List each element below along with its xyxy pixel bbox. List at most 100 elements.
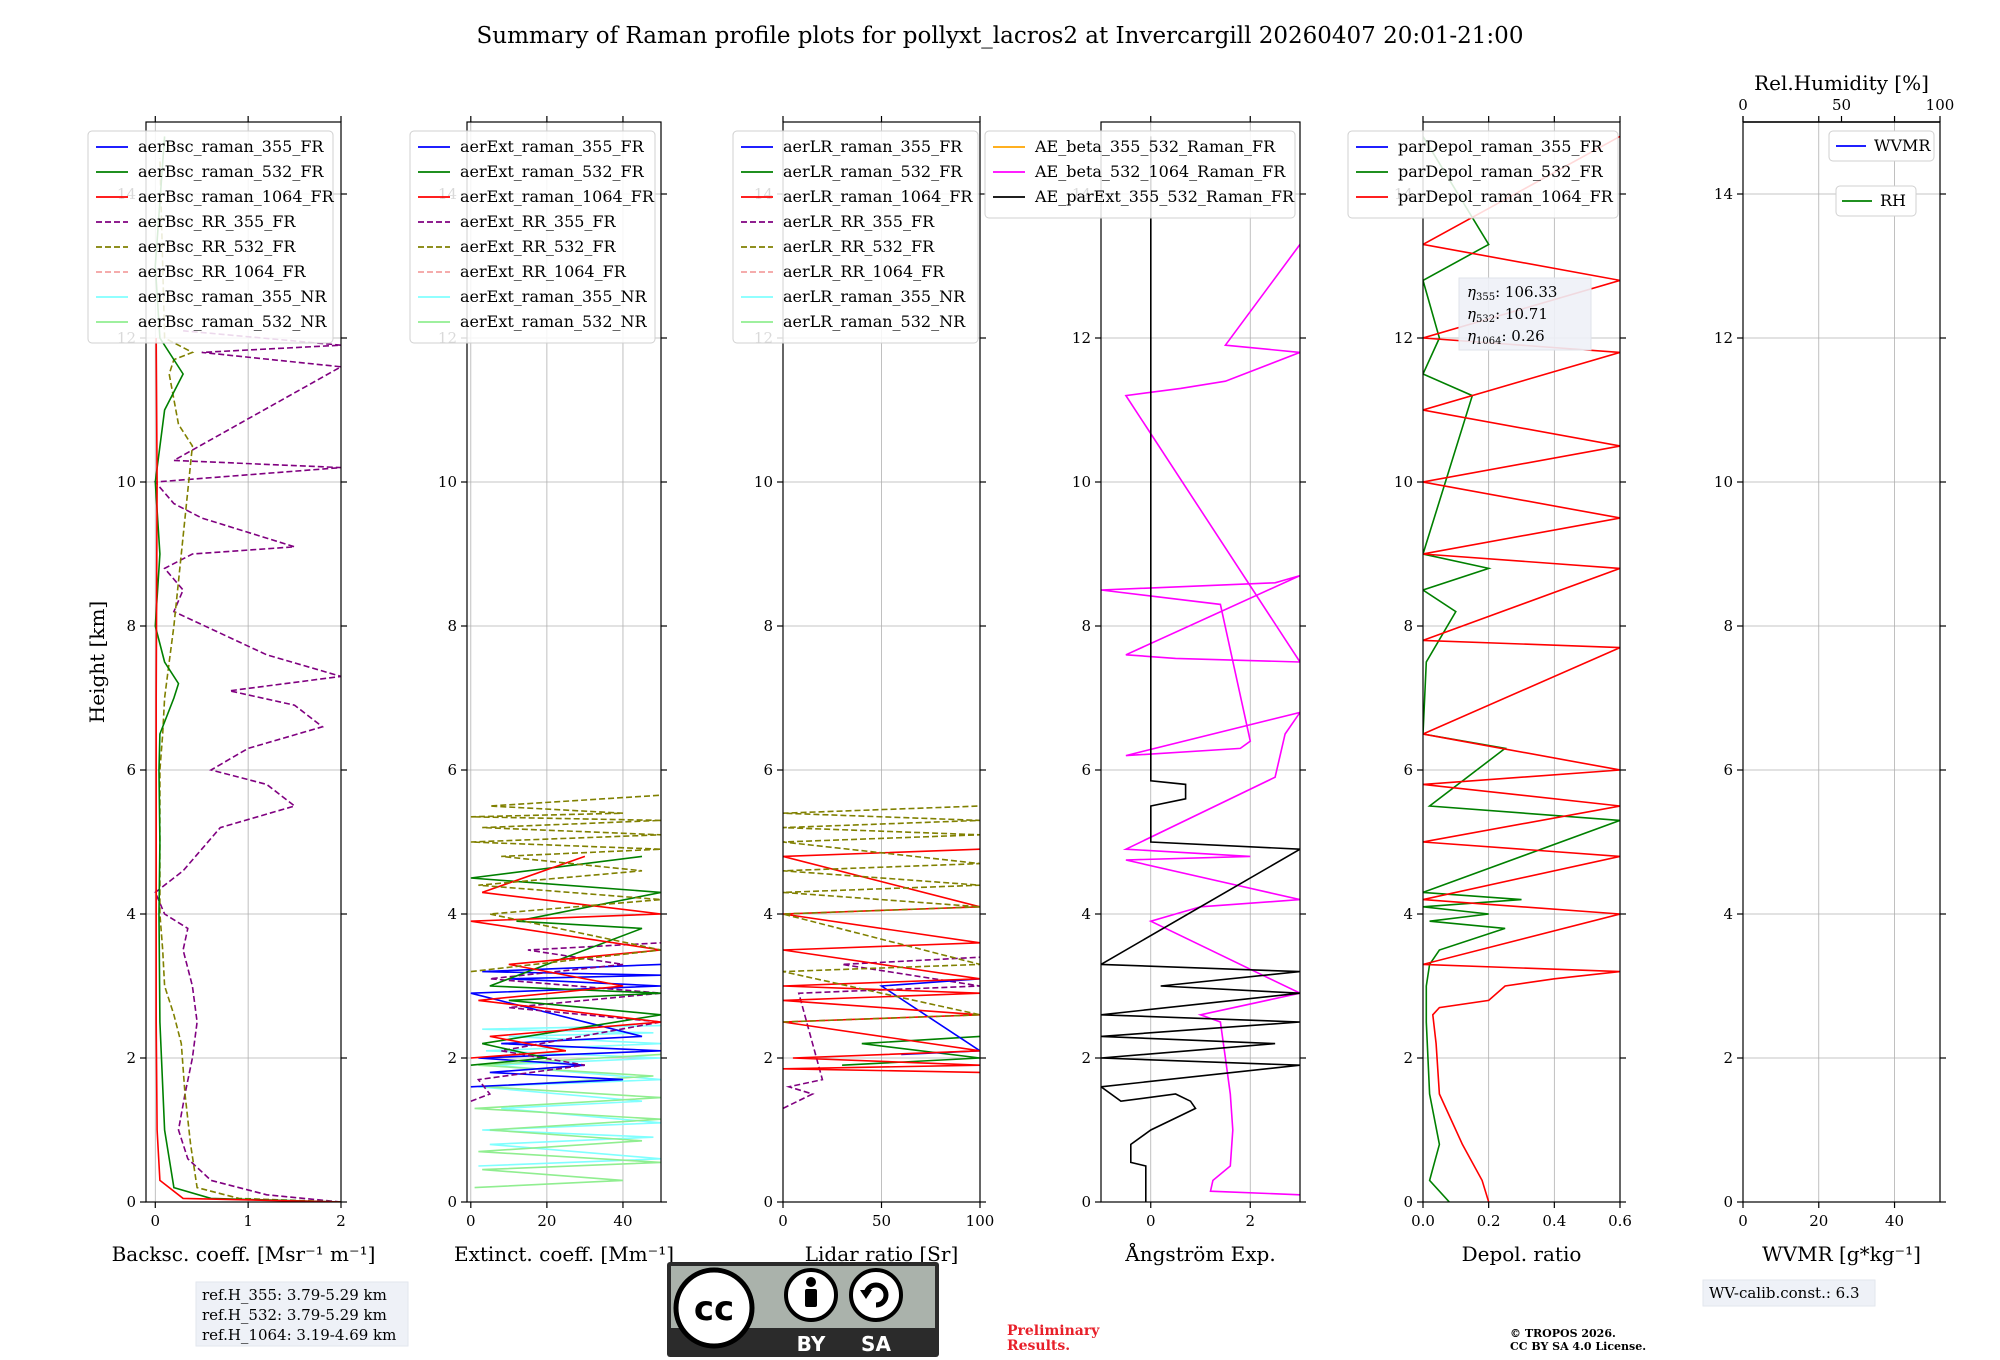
rh-tick-label-0: 0 (1738, 96, 1748, 114)
series-group-ext (470, 794, 661, 1189)
legend-entry-aerBsc_raman_355_FR: aerBsc_raman_355_FR (138, 137, 324, 156)
sa-arrowhead-icon (860, 1290, 872, 1299)
legend-bsc: aerBsc_raman_355_FR aerBsc_raman_532_FRae… (87, 130, 335, 344)
ytick-label-6: 6 (447, 761, 457, 779)
series-aerBsc_RR_532_FR (159, 157, 341, 1202)
reference-heights: ref.H_355: 3.79-5.29 km ref.H_532: 3.79-5… (195, 1281, 409, 1347)
wv-calibration-text: WV-calib.const.: 6.3 (1709, 1284, 1860, 1302)
ytick-label-14: 14 (1714, 185, 1733, 203)
legend-entry-AE_beta_532_1064_Raman_FR: AE_beta_532_1064_Raman_FR (1034, 162, 1286, 181)
ytick-label-0: 0 (447, 1193, 457, 1211)
ytick-label-4: 4 (763, 905, 773, 923)
axes-frame-ext (466, 121, 662, 1203)
reference-heights-box (195, 1281, 409, 1347)
ytick-label-2: 2 (763, 1049, 773, 1067)
wv-calibration: WV-calib.const.: 6.3 (1702, 1279, 1876, 1307)
series-aerBsc_raman_1064_FR (155, 337, 341, 1202)
legend-entry-AE_beta_355_532_Raman_FR: AE_beta_355_532_Raman_FR (1034, 137, 1276, 156)
xtick-label-20: 20 (1809, 1212, 1828, 1230)
eta-line-532: η532: 10.71 (1467, 305, 1548, 325)
preliminary-text-1: Results. (1007, 1338, 1070, 1354)
copyright-text-0: © TROPOS 2026. (1510, 1327, 1616, 1340)
eta-box (1458, 277, 1592, 351)
legend-box-depol (1347, 130, 1619, 219)
ytick-label-0: 0 (1723, 1193, 1733, 1211)
xtick-label-50: 50 (872, 1212, 891, 1230)
series-aerBsc_raman_532_FR (154, 136, 341, 1202)
xlabel-depol: Depol. ratio (1462, 1242, 1582, 1266)
legend-entry-aerLR_RR_355_FR: aerLR_RR_355_FR (783, 212, 935, 231)
ytick-label-10: 10 (754, 473, 773, 491)
ytick-label-10: 10 (117, 473, 136, 491)
xtick-label-20: 20 (537, 1212, 556, 1230)
ytick-label-2: 2 (1403, 1049, 1413, 1067)
xtick-label-40: 40 (1885, 1212, 1904, 1230)
series-AE_beta_532_1064_Raman_FR (1101, 243, 1300, 1196)
legend-entry-parDepol_raman_1064_FR: parDepol_raman_1064_FR (1398, 187, 1614, 206)
legend-ext: aerExt_raman_355_FR aerExt_raman_532_FRae… (409, 130, 656, 344)
reference-height-line-0: ref.H_355: 3.79-5.29 km (202, 1286, 387, 1304)
legend-entry-parDepol_raman_532_FR: parDepol_raman_532_FR (1398, 162, 1604, 181)
legend-entry-wvmr: WVMR (1874, 136, 1931, 155)
legend-lr: aerLR_raman_355_FR aerLR_raman_532_FR aerL… (732, 130, 979, 344)
series-aerLR_RR_532_FR (783, 805, 980, 1023)
xtick-label-0: 0.0 (1411, 1212, 1435, 1230)
reference-height-line-1: ref.H_532: 3.79-5.29 km (202, 1306, 387, 1324)
by-text: BY (797, 1332, 826, 1356)
ytick-label-12: 12 (1714, 329, 1733, 347)
legend-entry-aerLR_raman_355_FR: aerLR_raman_355_FR (783, 137, 963, 156)
ytick-label-8: 8 (763, 617, 773, 635)
ytick-label-2: 2 (1081, 1049, 1091, 1067)
rh-axis-label: Rel.Humidity [%] (1754, 71, 1929, 95)
legend-entry-aerBsc_RR_355_FR: aerBsc_RR_355_FR (138, 212, 296, 231)
sa-text: SA (861, 1332, 891, 1356)
ytick-label-10: 10 (1072, 473, 1091, 491)
series-aerBsc_RR_355_FR (153, 330, 341, 1202)
legend-depol: parDepol_raman_355_FR parDepol_raman_532_… (1347, 130, 1619, 219)
preliminary-text-0: Preliminary (1007, 1323, 1100, 1339)
ytick-label-4: 4 (447, 905, 457, 923)
ytick-label-6: 6 (1723, 761, 1733, 779)
ytick-label-6: 6 (1403, 761, 1413, 779)
legend-entry-aerBsc_RR_532_FR: aerBsc_RR_532_FR (138, 237, 296, 256)
legend-entry-aerLR_RR_532_FR: aerLR_RR_532_FR (783, 237, 935, 256)
wv-calibration-box (1702, 1279, 1876, 1307)
sa-arrow-icon (863, 1282, 889, 1308)
legend-entry-aerExt_RR_532_FR: aerExt_RR_532_FR (460, 237, 617, 256)
legend-entry-rh: RH (1880, 191, 1906, 210)
legend-entry-AE_parExt_355_532_Raman_FR: AE_parExt_355_532_Raman_FR (1034, 187, 1295, 206)
legend-box-wvmr (1828, 130, 1935, 162)
ytick-label-8: 8 (126, 617, 136, 635)
ytick-label-12: 12 (1394, 329, 1413, 347)
ytick-label-0: 0 (763, 1193, 773, 1211)
xlabel-bsc: Backsc. coeff. [Msr⁻¹ m⁻¹] (112, 1242, 376, 1266)
cc-circle-icon (673, 1267, 755, 1349)
axes-frame-depol (1422, 121, 1621, 1203)
series-aerExt_raman_532_NR (474, 1053, 661, 1189)
ytick-label-6: 6 (126, 761, 136, 779)
legend-box-lr (732, 130, 979, 344)
legend-box-bsc (87, 130, 334, 344)
legend-entry-parDepol_raman_355_FR: parDepol_raman_355_FR (1398, 137, 1604, 156)
xtick-label-0: 0 (466, 1212, 476, 1230)
ylabel: Height [km] (85, 601, 109, 723)
panel-bsc: 02468101214012Backsc. coeff. [Msr⁻¹ m⁻¹]… (87, 116, 376, 1266)
ytick-label-12: 12 (1072, 329, 1091, 347)
xtick-label-100: 100 (966, 1212, 995, 1230)
reference-height-line-2: ref.H_1064: 3.19-4.69 km (202, 1326, 396, 1344)
legend-entry-aerExt_raman_532_FR: aerExt_raman_532_FR (460, 162, 645, 181)
xtick-label-0.4: 0.4 (1542, 1212, 1566, 1230)
panel-ext: 0246810121402040Extinct. coeff. [Mm⁻¹]ae… (409, 116, 674, 1266)
sa-circle-icon (849, 1268, 903, 1322)
legend-entry-aerLR_raman_1064_FR: aerLR_raman_1064_FR (783, 187, 973, 206)
axes-frame-wv (1742, 121, 1941, 1203)
panel-lr: 02468101214050100Lidar ratio [Sr]aerLR_r… (732, 116, 995, 1266)
xtick-label-0: 0 (151, 1212, 161, 1230)
rh-tick-label-50: 50 (1832, 96, 1851, 114)
series-aerExt_raman_532_FR (470, 855, 661, 1066)
series-aerLR_raman_532_FR (842, 1035, 980, 1066)
series-group-ae (1101, 136, 1300, 1202)
series-group-depol (1423, 135, 1620, 1202)
